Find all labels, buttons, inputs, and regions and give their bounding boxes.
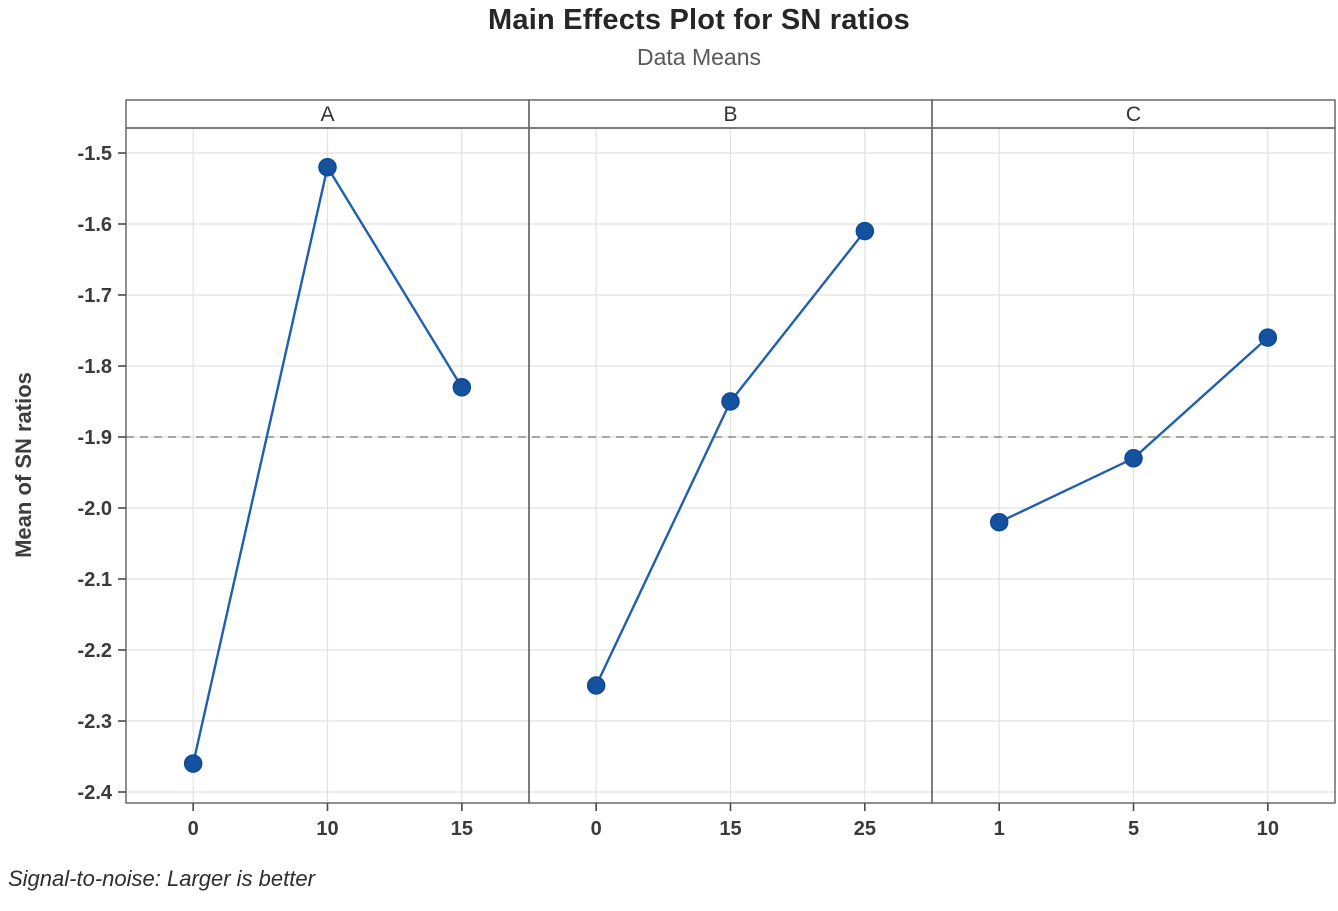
x-tick-label: 25 [854,818,876,840]
x-tick-label: 10 [316,818,338,840]
chart-title: Main Effects Plot for SN ratios [488,4,910,36]
data-point [855,221,875,241]
y-axis-title: Mean of SN ratios [11,372,36,558]
series-panel-A [183,157,472,773]
x-tick-label: 0 [591,818,602,840]
data-point [721,392,740,411]
data-point [1258,328,1278,347]
y-tick-label: -1.9 [78,427,112,449]
data-point [183,754,203,773]
axis-ticks [118,152,1269,811]
gridlines [126,128,1335,803]
panel-label: C [1126,103,1141,126]
y-tick-label: -2.0 [78,498,112,520]
x-tick-label: 5 [1128,818,1139,840]
y-tick-label: -2.1 [78,569,112,591]
y-tick-label: -1.6 [78,214,112,236]
x-tick-label: 15 [719,818,741,840]
data-point [586,676,606,695]
chart-subtitle: Data Means [636,44,761,70]
x-tick-label: 1 [994,818,1005,840]
x-tick-label: 15 [451,818,473,840]
y-tick-label: -2.3 [78,711,112,733]
y-tick-label: -2.4 [78,782,113,804]
y-tick-label: -2.2 [78,640,112,662]
data-point [1124,449,1143,468]
data-point [452,378,472,397]
panel-label: B [723,103,737,126]
y-tick-label: -1.7 [78,285,112,307]
series-panel-B [586,221,875,695]
panel-label: A [320,103,334,126]
x-tick-label: 0 [188,818,199,840]
data-point [989,512,1009,532]
x-tick-label: 10 [1257,818,1279,840]
title-block: Main Effects Plot for SN ratios Data Mea… [60,4,1338,71]
y-tick-label: -1.5 [78,143,112,165]
signal-to-noise-footnote: Signal-to-noise: Larger is better [8,866,315,891]
series-panel-C [989,328,1278,532]
y-tick-label: -1.8 [78,356,112,378]
data-point [318,157,337,177]
